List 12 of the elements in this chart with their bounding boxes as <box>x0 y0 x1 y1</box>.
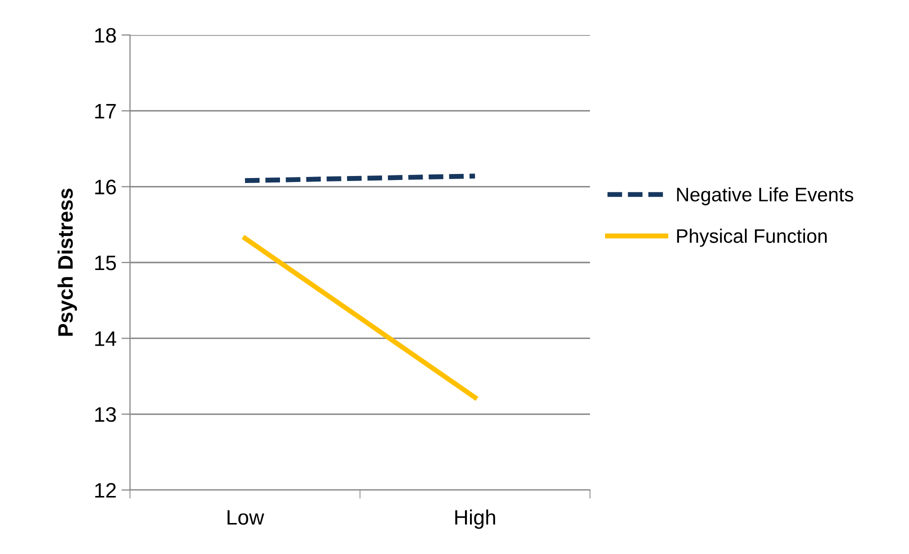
legend-label: Negative Life Events <box>677 187 854 206</box>
y-tick-label: 13 <box>95 407 116 422</box>
y-tick-label: 18 <box>95 28 116 43</box>
y-tick-label: 14 <box>95 332 116 346</box>
y-tick-label: 12 <box>95 483 116 498</box>
y-tick-label: 17 <box>95 104 116 118</box>
x-tick-label: Low <box>228 510 264 525</box>
y-tick-label: 15 <box>95 256 116 270</box>
x-tick-label: High <box>455 509 496 529</box>
y-tick-label: 16 <box>95 180 116 194</box>
y-axis-title: Psych Distress <box>58 188 77 336</box>
legend-label: Physical Function <box>677 228 827 247</box>
